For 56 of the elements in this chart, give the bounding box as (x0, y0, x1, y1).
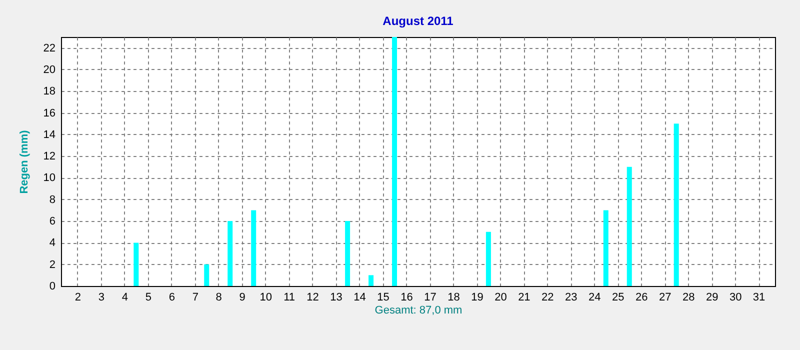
x-tick-label: 10 (260, 292, 272, 304)
y-tick-label: 22 (43, 42, 56, 54)
x-tick-label: 8 (216, 292, 222, 304)
y-axis-title: Regen (mm) (18, 130, 30, 194)
y-tick-label: 6 (49, 216, 56, 228)
y-tick-label: 10 (43, 172, 56, 184)
x-tick-label: 13 (330, 292, 342, 304)
bar (345, 221, 350, 286)
x-tick-label: 27 (658, 292, 672, 304)
x-tick-label: 20 (494, 292, 507, 304)
x-tick-label: 9 (239, 292, 246, 304)
bar (392, 37, 398, 286)
y-tick-label: 4 (49, 237, 56, 250)
x-tick-label: 15 (377, 292, 390, 304)
x-tick-label: 16 (400, 292, 413, 304)
x-tick-label: 21 (518, 292, 530, 304)
bar (626, 166, 632, 286)
x-tick-label: 2 (74, 292, 82, 304)
bar (134, 242, 139, 286)
x-tick-label: 31 (752, 292, 766, 304)
x-tick-label: 25 (612, 292, 624, 304)
x-axis-title: Gesamt: 87,0 mm (374, 304, 462, 316)
y-tick-label: 2 (49, 258, 56, 271)
y-tick-label: 18 (43, 86, 56, 98)
x-tick-label: 23 (565, 292, 578, 304)
x-tick-label: 3 (98, 292, 104, 304)
y-tick-label: 12 (43, 150, 56, 163)
x-tick-label: 29 (706, 292, 718, 304)
x-tick-label: 26 (636, 292, 648, 304)
bar (603, 210, 608, 286)
y-tick-label: 8 (49, 194, 56, 206)
x-tick-label: 28 (682, 292, 695, 304)
x-tick-label: 24 (588, 292, 601, 304)
x-tick-label: 12 (306, 292, 319, 304)
x-tick-label: 22 (542, 292, 554, 304)
x-tick-label: 6 (168, 292, 175, 304)
bar (228, 221, 233, 286)
x-tick-label: 14 (354, 292, 366, 304)
bar (251, 210, 256, 286)
y-tick-label: 16 (43, 107, 56, 120)
bar (204, 264, 210, 286)
y-tick-label: 0 (49, 280, 56, 292)
x-tick-label: 5 (145, 292, 152, 304)
y-tick-label: 14 (43, 128, 56, 141)
bar (368, 275, 374, 286)
bar (674, 124, 679, 286)
x-tick-label: 17 (424, 292, 436, 304)
x-tick-label: 30 (729, 292, 742, 304)
x-tick-label: 7 (192, 292, 198, 304)
x-tick-label: 11 (284, 292, 296, 304)
x-tick-label: 18 (448, 292, 460, 304)
bar (486, 232, 491, 286)
chart-title: August 2011 (382, 14, 454, 28)
x-tick-label: 4 (122, 292, 128, 304)
x-tick-label: 19 (471, 292, 484, 304)
y-tick-label: 20 (43, 64, 56, 76)
